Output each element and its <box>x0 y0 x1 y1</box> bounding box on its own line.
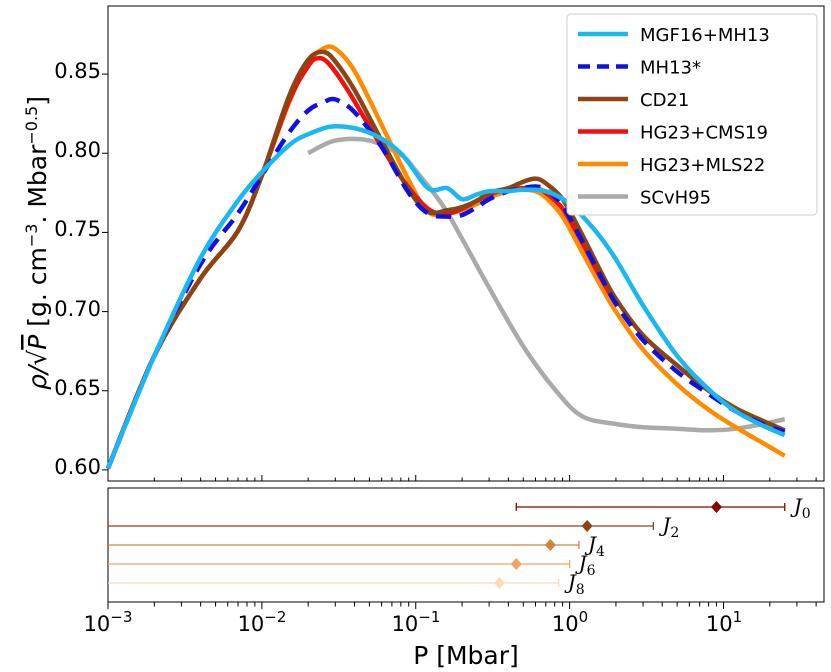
series-line-mgf16-mh13 <box>105 124 786 470</box>
legend-label: CD21 <box>640 90 689 111</box>
x-tick-exp: 0 <box>579 608 589 626</box>
moment-marker <box>493 577 505 589</box>
y-tick-label: 0.65 <box>54 376 101 400</box>
x-tick-label: 10−1 <box>392 608 441 636</box>
x-tick-base: 10 <box>238 612 265 636</box>
legend-label: HG23+CMS19 <box>640 123 768 144</box>
x-tick-base: 10 <box>84 612 111 636</box>
y-axis-label: ρ/√P [g. cm−3. Mbar−0.5] <box>22 96 52 390</box>
y-label-units-a: [g. cm <box>23 247 52 335</box>
y-tick-label: 0.85 <box>54 59 101 83</box>
moment-label: J2 <box>658 513 679 541</box>
moment-label: J6 <box>575 551 596 579</box>
x-tick-base: 10 <box>706 612 733 636</box>
legend: MGF16+MH13 MH13* CD21 HG23+CMS19 HG23+MLS22 S… <box>566 13 818 216</box>
x-tick-label: 101 <box>706 608 742 636</box>
y-label-rho: ρ/ <box>23 363 52 390</box>
y-label-units-b: . Mbar <box>23 144 52 224</box>
moment-label: J8 <box>564 570 585 598</box>
legend-label: MGF16+MH13 <box>640 25 770 46</box>
moment-marker <box>710 501 722 513</box>
y-label-exp2: −0.5 <box>22 106 41 145</box>
x-tick-exp: −3 <box>110 608 132 626</box>
x-tick-exp: −2 <box>264 608 286 626</box>
x-tick-label: 10−2 <box>238 608 287 636</box>
legend-box <box>566 13 818 216</box>
y-tick-label: 0.70 <box>54 297 101 321</box>
x-tick-label: 10−3 <box>84 608 133 636</box>
y-tick-label: 0.75 <box>54 217 101 241</box>
legend-label: MH13* <box>640 58 701 79</box>
x-tick-labels: 10−3 10−2 10−1 100 101 <box>84 608 743 636</box>
x-tick-label: 100 <box>552 608 588 636</box>
bottom-axis-ticks <box>107 602 817 609</box>
y-tick-label: 0.60 <box>54 455 101 479</box>
legend-label: SCvH95 <box>640 188 711 209</box>
series-lines <box>105 44 786 470</box>
top-axis-ticks <box>102 73 817 481</box>
moment-marker <box>510 558 522 570</box>
x-tick-base: 10 <box>552 612 579 636</box>
moment-marker <box>544 539 556 551</box>
y-label-exp1: −3 <box>22 224 41 248</box>
moment-label: J0 <box>790 494 811 522</box>
moment-label: J4 <box>584 532 605 560</box>
y-tick-labels: 0.60 0.65 0.70 0.75 0.80 0.85 <box>54 59 101 479</box>
x-axis-label: P [Mbar] <box>413 641 519 670</box>
x-tick-exp: 1 <box>733 608 743 626</box>
y-tick-label: 0.80 <box>54 138 101 162</box>
x-tick-base: 10 <box>392 612 419 636</box>
legend-label: HG23+MLS22 <box>640 155 765 176</box>
series-line-mh13- <box>105 96 786 470</box>
y-label-close: ] <box>23 96 52 106</box>
moment-marker <box>581 520 593 532</box>
x-tick-exp: −1 <box>418 608 440 626</box>
series-line-cd21 <box>105 49 786 470</box>
y-label-sqrt: √ <box>23 350 52 366</box>
y-label-p: P <box>23 334 52 350</box>
